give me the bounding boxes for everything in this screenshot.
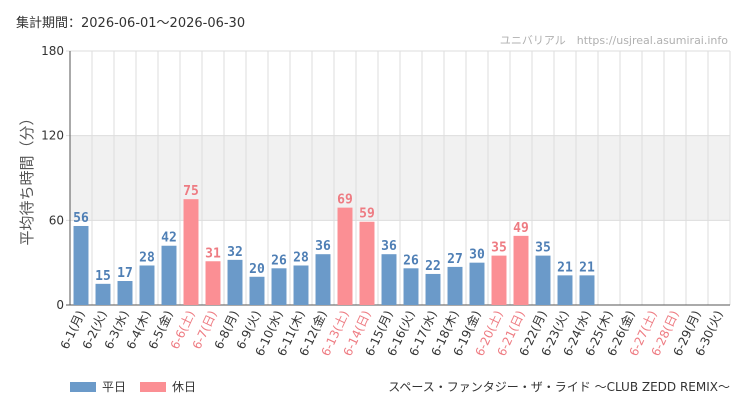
y-axis-label: 平均待ち時間（分） [18, 110, 36, 245]
period-text: 集計期間：2026-06-01～2026-06-30 [16, 16, 246, 31]
legend-label-weekday: 平日 [102, 380, 127, 394]
bar [315, 254, 331, 305]
legend-item-weekday: 平日 [70, 378, 126, 395]
data-label: 35 [535, 241, 551, 256]
bar [293, 265, 309, 305]
data-label: 17 [117, 266, 133, 281]
data-label: 21 [557, 260, 573, 275]
bar [337, 207, 353, 305]
bar [139, 265, 155, 305]
y-tick-label: 120 [41, 129, 64, 143]
ride-name: スペース・ファンタジー・ザ・ライド ～CLUB ZEDD REMIX～ [388, 380, 730, 394]
data-label: 32 [227, 245, 243, 260]
bar [535, 255, 551, 305]
bar [249, 276, 265, 305]
legend: 平日 休日 [70, 378, 196, 395]
bar [469, 262, 485, 305]
bar [183, 199, 199, 305]
data-label: 69 [337, 193, 353, 208]
data-label: 59 [359, 207, 375, 222]
data-label: 28 [293, 250, 309, 265]
bar [271, 268, 287, 305]
data-label: 30 [469, 248, 485, 263]
data-label: 28 [139, 250, 155, 265]
bar [359, 221, 375, 305]
data-label: 49 [513, 221, 529, 236]
bar [117, 281, 133, 305]
legend-swatch-weekday [70, 381, 96, 392]
bar [425, 273, 441, 305]
data-label: 15 [95, 269, 111, 284]
y-tick-label: 180 [41, 44, 64, 58]
bar [161, 245, 177, 305]
bar [381, 254, 397, 305]
data-label: 35 [491, 241, 507, 256]
data-label: 56 [73, 211, 89, 226]
data-label: 20 [249, 262, 265, 277]
legend-swatch-holiday [140, 381, 167, 392]
bar [513, 235, 529, 305]
data-label: 22 [425, 259, 441, 274]
bar [447, 266, 463, 305]
bar [205, 261, 221, 305]
legend-item-holiday: 休日 [140, 378, 196, 395]
legend-label-holiday: 休日 [172, 380, 197, 394]
bar [491, 255, 507, 305]
data-label: 31 [205, 246, 221, 261]
bar [227, 259, 243, 305]
bar [557, 275, 573, 305]
data-label: 21 [579, 260, 595, 275]
bar [95, 283, 111, 305]
site-credit: ユニバリアル https://usjreal.asumirai.info [499, 34, 728, 47]
bar [73, 225, 89, 305]
data-label: 42 [161, 231, 177, 246]
y-tick-label: 0 [56, 298, 64, 312]
data-label: 27 [447, 252, 463, 267]
data-label: 36 [381, 239, 397, 254]
data-label: 26 [403, 253, 419, 268]
data-label: 36 [315, 239, 331, 254]
bar [579, 275, 595, 305]
y-tick-label: 60 [49, 213, 64, 227]
data-label: 26 [271, 253, 287, 268]
data-label: 75 [183, 184, 199, 199]
bar [403, 268, 419, 305]
